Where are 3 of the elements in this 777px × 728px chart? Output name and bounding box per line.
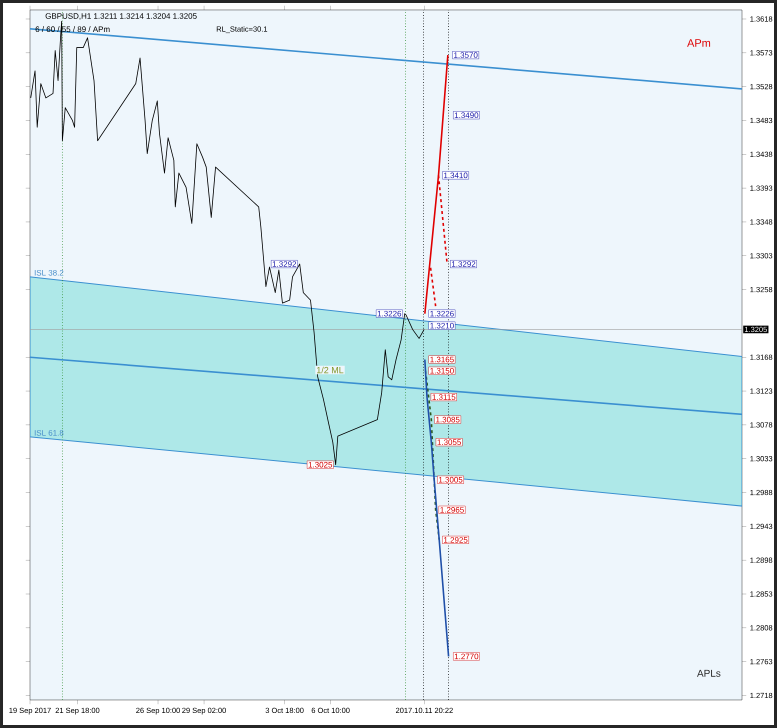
- annotation: APLs: [697, 670, 720, 677]
- annotation: APm: [687, 39, 710, 47]
- annotation: 1/2 ML: [316, 366, 344, 374]
